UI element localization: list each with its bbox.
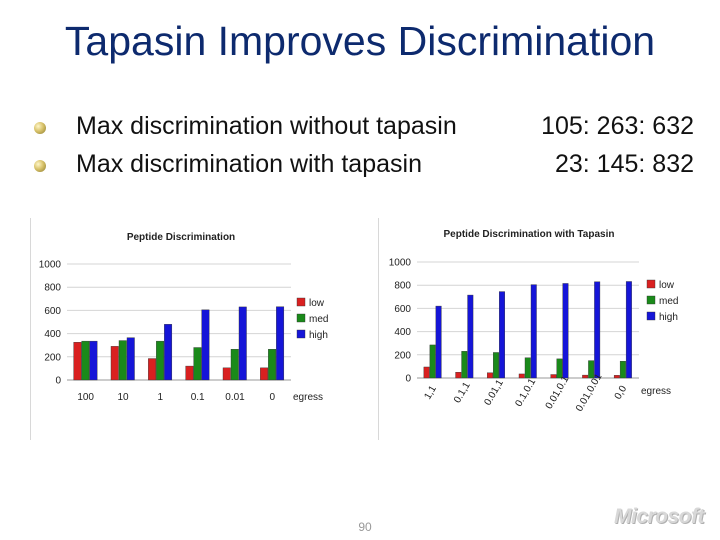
y-tick-label: 600 bbox=[44, 306, 61, 317]
y-tick-label: 0 bbox=[55, 376, 61, 387]
bar-med bbox=[524, 357, 531, 379]
bar-low bbox=[260, 367, 269, 381]
x-tick-label: 0.01,1 bbox=[482, 378, 506, 408]
chart-title: Peptide Discrimination bbox=[127, 232, 235, 243]
y-tick-label: 200 bbox=[44, 352, 61, 363]
legend-label-low: low bbox=[309, 298, 325, 309]
bar-low bbox=[222, 367, 231, 381]
bar-low bbox=[110, 346, 119, 381]
bar-high bbox=[562, 283, 569, 379]
y-tick-label: 200 bbox=[394, 350, 411, 361]
bar-high bbox=[89, 340, 98, 381]
bar-med bbox=[588, 360, 595, 379]
x-tick-label: 0.1 bbox=[191, 392, 205, 403]
x-tick-label: 0,0 bbox=[613, 384, 630, 402]
legend-swatch-high bbox=[646, 311, 656, 321]
bar-high bbox=[164, 324, 173, 381]
x-tick-label: 10 bbox=[117, 392, 129, 403]
bar-med bbox=[268, 349, 277, 381]
bar-low bbox=[73, 342, 82, 381]
bar-high bbox=[625, 281, 632, 379]
y-tick-label: 600 bbox=[394, 304, 411, 315]
bar-low bbox=[487, 372, 493, 379]
y-tick-label: 400 bbox=[394, 327, 411, 338]
x-axis-extra-label: egress bbox=[641, 386, 671, 397]
bar-med bbox=[118, 340, 127, 381]
bar-low bbox=[423, 366, 430, 379]
x-tick-label: 0 bbox=[270, 392, 276, 403]
y-tick-label: 0 bbox=[405, 374, 411, 385]
bullet-icon bbox=[34, 122, 46, 134]
x-tick-label: 100 bbox=[77, 392, 94, 403]
bar-high bbox=[238, 306, 247, 381]
legend-swatch-high bbox=[296, 329, 306, 339]
y-tick-label: 1000 bbox=[389, 258, 412, 269]
bar-high bbox=[126, 337, 135, 381]
legend-swatch-med bbox=[296, 313, 306, 323]
bar-low bbox=[518, 373, 525, 379]
legend-label-high: high bbox=[659, 312, 678, 323]
chart-peptide-discrimination: Peptide Discrimination 0 200 400 600 800 1000 1… bbox=[30, 218, 341, 440]
y-tick-label: 800 bbox=[394, 281, 411, 292]
bar-low bbox=[613, 375, 620, 379]
bar-med bbox=[429, 344, 436, 379]
bullet-ratio: 105: 263: 632 bbox=[541, 112, 694, 140]
bar-med bbox=[556, 358, 563, 379]
chart-svg: Peptide Discrimination020040060080010001… bbox=[39, 232, 329, 403]
bar-high bbox=[594, 281, 601, 379]
x-tick-label: 1 bbox=[158, 392, 164, 403]
x-axis-extra-label: egress bbox=[293, 392, 323, 403]
bullet-icon bbox=[34, 160, 46, 172]
bar-low bbox=[455, 371, 462, 379]
legend-label-low: low bbox=[659, 280, 675, 291]
legend-swatch-med bbox=[646, 295, 656, 305]
bar-low bbox=[148, 358, 157, 381]
legend-label-high: high bbox=[309, 330, 328, 341]
chart-svg: Peptide Discrimination with Tapasin 0 200 4… bbox=[389, 229, 679, 414]
chart-peptide-discrimination-tapasin: Peptide Discrimination with Tapasin 0 200 4… bbox=[378, 218, 684, 440]
bar-med bbox=[81, 340, 90, 381]
bar-med bbox=[156, 340, 165, 381]
bar-med bbox=[619, 360, 626, 379]
chart-title: Peptide Discrimination with Tapasin bbox=[444, 229, 615, 240]
bar-med bbox=[461, 351, 468, 379]
legend-label-med: med bbox=[659, 296, 678, 307]
bar-med bbox=[193, 347, 202, 381]
bar-high bbox=[499, 291, 505, 379]
bullet-text: Max discrimination without tapasin bbox=[76, 112, 457, 140]
y-tick-label: 400 bbox=[44, 329, 61, 340]
x-tick-label: 0.01 bbox=[225, 392, 245, 403]
x-tick-label: 0.1,1 bbox=[452, 380, 473, 405]
bar-high bbox=[530, 284, 537, 379]
legend-swatch-low bbox=[646, 279, 656, 289]
x-tick-label: 1,1 bbox=[422, 384, 439, 402]
bar-med bbox=[493, 352, 499, 379]
bar-high bbox=[276, 306, 285, 381]
bar-med bbox=[230, 349, 239, 381]
legend-swatch-low bbox=[296, 297, 306, 307]
bullet-text: Max discrimination with tapasin bbox=[76, 150, 422, 178]
bar-low bbox=[582, 374, 589, 379]
bar-low bbox=[185, 365, 194, 381]
x-tick-label: 0.1,0.1 bbox=[513, 376, 538, 408]
bar-high bbox=[435, 305, 442, 379]
slide-title: Tapasin Improves Discrimination bbox=[64, 18, 656, 64]
bullet-with-tapasin: Max discrimination with tapasin 23: 145:… bbox=[34, 150, 694, 186]
microsoft-logo: Microsoft bbox=[614, 505, 705, 528]
bullet-ratio: 23: 145: 832 bbox=[554, 150, 694, 178]
x-tick-label: 0.01,0.1 bbox=[544, 374, 572, 411]
bar-high bbox=[467, 294, 474, 379]
bullet-without-tapasin: Max discrimination without tapasin 105: … bbox=[34, 112, 694, 148]
page-number: 90 bbox=[358, 520, 372, 534]
legend-label-med: med bbox=[309, 314, 328, 325]
y-tick-label: 1000 bbox=[39, 260, 62, 271]
bar-low bbox=[550, 374, 557, 379]
y-tick-label: 800 bbox=[44, 283, 61, 294]
bar-high bbox=[201, 309, 210, 381]
